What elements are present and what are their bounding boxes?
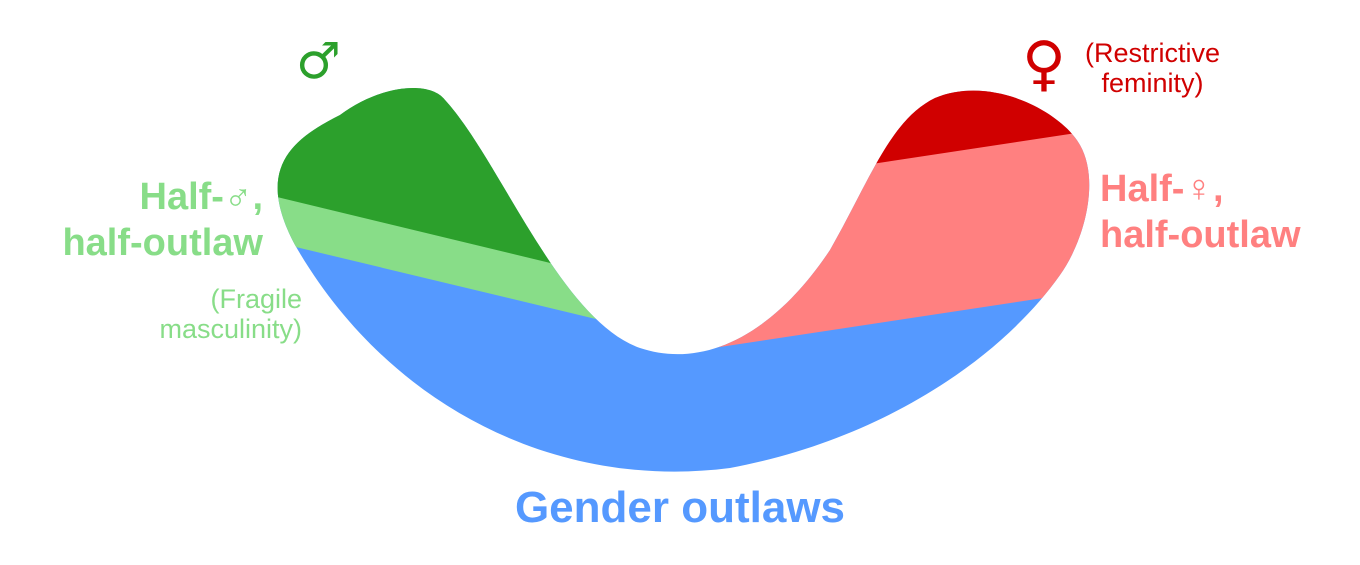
female-symbol-icon: ♀ [1022, 34, 1066, 94]
gender-outlaws-label: Gender outlaws [0, 482, 1360, 534]
half-male-label-line-2: half-outlaw [62, 220, 263, 266]
male-symbol-icon: ♂ [296, 36, 341, 86]
half-male-label-line-1: Half-♂, [62, 174, 263, 220]
half-female-label-line-1: Half-♀, [1100, 166, 1301, 212]
half-female-label-line-2: half-outlaw [1100, 212, 1301, 258]
fragile-note-line-2: masculinity) [159, 314, 302, 344]
restrictive-note-line-2: feminity) [1085, 68, 1220, 98]
fragile-note-line-1: (Fragile [159, 284, 302, 314]
restrictive-femininity-note: (Restrictive feminity) [1085, 38, 1220, 98]
fragile-masculinity-note: (Fragile masculinity) [159, 284, 302, 344]
half-male-label: Half-♂, half-outlaw [62, 174, 263, 266]
restrictive-note-line-1: (Restrictive [1085, 38, 1220, 68]
half-female-label: Half-♀, half-outlaw [1100, 166, 1301, 258]
